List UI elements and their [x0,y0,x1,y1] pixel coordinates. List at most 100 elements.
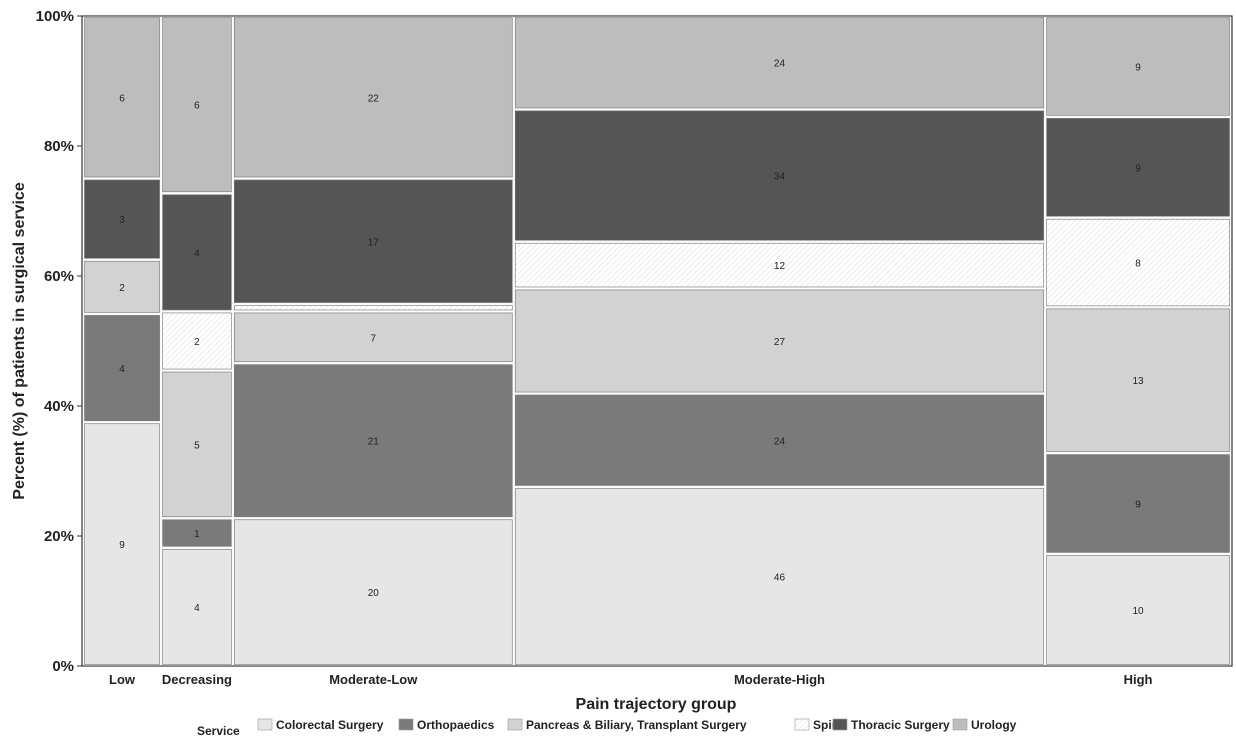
legend-swatch-thoracic-surgery [832,718,848,731]
mosaic-cell-decreasing-urology [161,16,233,193]
cell-label-moderate-low-colorectal-surgery: 20 [368,588,380,599]
mosaic-cell-decreasing-spine [161,311,233,371]
x-tick-high: High [1124,672,1153,687]
mosaic-cell-high-urology [1045,16,1231,117]
mosaic-cell-outline [234,364,513,518]
mosaic-cell-low-urology [83,16,161,178]
mosaic-cell-high-colorectal-surgery [1045,554,1231,666]
x-axis: Low Decreasing Moderate-Low Moderate-High Hi… [109,672,1153,687]
cell-label-moderate-low-thoracic-surgery: 17 [368,237,380,248]
mosaic-cell-high-orthopaedics [1045,453,1231,554]
mosaic-cell-decreasing-orthopaedics [161,518,233,548]
mosaic-cell-moderate-high-thoracic-surgery [514,109,1045,242]
mosaic-cell-outline [234,17,513,178]
mosaic-cell-low-pancreas-biliary-transplant-surgery [83,260,161,314]
cell-label-decreasing-spine: 2 [194,337,200,348]
legend: Service Colorectal Surgery Orthopaedics Pa… [197,718,1017,738]
cell-label-decreasing-pancreas-biliary-transplant-surgery: 5 [194,440,200,451]
x-tick-moderate-low: Moderate-Low [329,672,418,687]
mosaic-cell-outline [1046,454,1230,553]
legend-swatch-orthopaedics [398,718,414,731]
mosaic-cell-outline [162,519,232,547]
mosaic-cell-decreasing-pancreas-biliary-transplant-surgery [161,371,233,518]
mosaic-cell-moderate-low-colorectal-surgery [233,518,514,666]
legend-label-orthopaedics: Orthopaedics [417,718,495,732]
mosaic-cell-outline [514,17,1044,109]
cell-label-low-thoracic-surgery: 3 [119,215,125,226]
mosaic-cell-moderate-high-urology [514,16,1045,109]
cell-label-moderate-high-thoracic-surgery: 34 [774,172,786,183]
y-tick-label: 0% [52,658,74,675]
mosaic-cell-outline [234,519,513,665]
mosaic-cell-outline [1046,555,1230,665]
mosaic-cell-high-thoracic-surgery [1045,117,1231,218]
mosaic-cell-outline [234,305,513,311]
y-axis-label: Percent (%) of patients in surgical serv… [11,182,28,500]
mosaic-cell-decreasing-colorectal-surgery [161,548,233,666]
mosaic-cell-outline [84,260,160,313]
mosaic-cell-outline [84,423,160,665]
cell-label-low-urology: 6 [119,93,125,104]
cell-label-high-urology: 9 [1135,62,1141,73]
y-tick-label: 60% [44,268,74,285]
mosaic-cell-outline [234,312,513,362]
x-tick-moderate-high: Moderate-High [734,672,825,687]
mosaic-cell-moderate-high-orthopaedics [514,394,1045,487]
legend-label-colorectal-surgery: Colorectal Surgery [276,718,384,732]
legend-label-pancreas-biliary-transplant-surgery: Pancreas & Biliary, Transplant Surgery [526,718,747,732]
mosaic-cell-decreasing-thoracic-surgery [161,193,233,311]
x-axis-label: Pain trajectory group [576,696,737,713]
cell-label-high-orthopaedics: 9 [1135,500,1141,511]
mosaic-cell-outline [514,488,1044,665]
cell-label-high-spine: 8 [1135,259,1141,270]
cell-label-high-thoracic-surgery: 9 [1135,163,1141,174]
cell-label-high-colorectal-surgery: 10 [1133,606,1145,617]
mosaic-cell-outline [514,242,1044,288]
y-axis: 0% 20% 40% 60% 80% 100% [36,8,82,675]
cell-label-moderate-high-spine: 12 [774,261,786,272]
mosaic-cell-outline [514,394,1044,486]
cell-label-decreasing-urology: 6 [194,101,200,112]
cell-label-moderate-high-urology: 24 [774,59,786,70]
legend-title: Service [197,724,240,738]
mosaic-cell-outline [162,194,232,311]
mosaic-cell-outline [234,179,513,303]
mosaic-cell-low-orthopaedics [83,314,161,422]
mosaic-cell-moderate-low-pancreas-biliary-transplant-surgery [233,311,514,363]
legend-swatch-spine [794,718,810,731]
mosaic-cell-moderate-low-spine [233,304,514,311]
cell-label-decreasing-orthopaedics: 1 [194,529,200,540]
legend-swatch-urology [952,718,968,731]
mosaic-cell-moderate-high-spine [514,242,1045,288]
y-tick-label: 80% [44,138,74,155]
cell-label-moderate-low-pancreas-biliary-transplant-surgery: 7 [371,333,377,344]
x-tick-low: Low [109,672,136,687]
mosaic-cells [83,16,1231,666]
mosaic-cell-outline [84,315,160,422]
mosaic-cell-outline [162,371,232,518]
mosaic-cell-outline [162,17,232,193]
mosaic-cell-outline [514,289,1044,393]
y-tick-label: 100% [36,8,74,25]
mosaic-cell-outline [514,110,1044,241]
x-tick-decreasing: Decreasing [162,672,232,687]
cell-label-high-pancreas-biliary-transplant-surgery: 13 [1133,376,1145,387]
mosaic-cell-outline [1046,118,1230,217]
cell-label-decreasing-thoracic-surgery: 4 [194,248,200,259]
mosaic-cell-high-spine [1045,218,1231,307]
legend-swatch-pancreas-biliary-transplant-surgery [507,718,523,731]
mosaic-cell-moderate-low-thoracic-surgery [233,179,514,304]
mosaic-cell-moderate-high-colorectal-surgery [514,487,1045,666]
mosaic-cell-moderate-low-orthopaedics [233,363,514,518]
cell-label-moderate-high-pancreas-biliary-transplant-surgery: 27 [774,337,786,348]
y-tick-label: 40% [44,398,74,415]
cell-label-moderate-high-colorectal-surgery: 46 [774,572,786,583]
cell-label-low-colorectal-surgery: 9 [119,540,125,551]
cell-label-low-orthopaedics: 4 [119,364,125,375]
mosaic-cell-outline [84,17,160,178]
legend-swatch-colorectal-surgery [257,718,273,731]
cell-label-moderate-low-urology: 22 [368,93,380,104]
mosaic-cell-outline [84,179,160,259]
y-tick-label: 20% [44,528,74,545]
